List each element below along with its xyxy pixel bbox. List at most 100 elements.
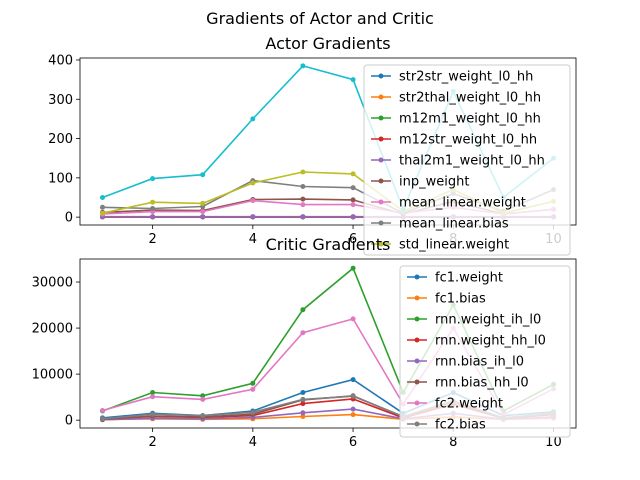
critic-legend-label: fc1.bias	[435, 292, 486, 307]
actor-legend-marker	[378, 115, 384, 121]
critic-chart-title: Critic Gradients	[266, 235, 391, 254]
critic-data-point	[150, 411, 156, 417]
actor-data-point	[100, 210, 105, 216]
actor-data-point	[250, 214, 256, 220]
actor-legend-entry: mean_linear.weight	[371, 196, 526, 211]
critic-data-point	[300, 390, 306, 395]
critic-legend-label: rnn.bias_ih_l0	[435, 355, 524, 370]
actor-data-point	[250, 116, 256, 122]
critic-data-point	[200, 393, 206, 399]
actor-legend-marker	[378, 199, 384, 205]
actor-data-point	[150, 199, 156, 205]
actor-data-point	[100, 195, 105, 200]
actor-axes-frame	[79, 57, 577, 226]
critic-x-tick-label: 6	[349, 435, 357, 450]
critic-chart: 2 4 6 8 10 0 10000 20000 30000 fc1.weight fc1.bia…	[32, 235, 577, 450]
actor-legend-label: mean_linear.bias	[399, 217, 509, 232]
critic-y-tick-label: 0	[65, 414, 73, 429]
critic-x-tick-label: 2	[149, 435, 157, 450]
actor-data-point	[350, 214, 356, 220]
actor-legend-label: m12m1_weight_l0_hh	[399, 112, 541, 127]
critic-legend-entry: rnn.weight_hh_l0	[407, 334, 546, 349]
critic-y-tick-label: 20000	[32, 322, 73, 337]
critic-legend-marker	[414, 274, 420, 280]
actor-legend-entry: str2str_weight_l0_hh	[371, 70, 533, 85]
actor-x-tick-label: 6	[349, 232, 357, 247]
critic-legend-label: fc2.weight	[435, 397, 503, 412]
critic-legend-entry: rnn.bias_hh_l0	[407, 376, 529, 391]
actor-y-tick-label: 300	[48, 93, 73, 108]
actor-legend-entry: inp_weight	[371, 175, 469, 190]
critic-legend-marker	[414, 358, 420, 364]
critic-x-tick-label: 10	[545, 435, 562, 450]
critic-legend-label: rnn.bias_hh_l0	[435, 376, 529, 391]
critic-data-point	[350, 316, 356, 322]
actor-chart-title: Actor Gradients	[265, 34, 390, 53]
critic-legend-frame	[399, 265, 571, 438]
actor-legend-marker	[378, 94, 384, 100]
actor-legend-label: inp_weight	[399, 175, 469, 190]
critic-legend-label: fc1.weight	[435, 271, 503, 286]
critic-data-point	[350, 412, 356, 418]
actor-data-point	[300, 214, 306, 220]
actor-y-tick-label: 400	[48, 53, 73, 68]
critic-x-tick-label: 4	[249, 435, 257, 450]
actor-legend-label: thal2m1_weight_l0_hh	[399, 154, 545, 169]
actor-data-point	[300, 169, 306, 175]
critic-data-point	[350, 265, 356, 271]
actor-legend-marker	[378, 136, 384, 142]
critic-data-point	[100, 416, 105, 422]
critic-y-tick-label: 30000	[32, 276, 73, 291]
actor-x-tick-label: 2	[149, 232, 157, 247]
actor-y-tick-label: 100	[48, 171, 73, 186]
critic-data-point	[350, 406, 356, 412]
critic-legend-label: fc2.bias	[435, 418, 486, 433]
critic-legend-entry: fc1.weight	[407, 271, 503, 286]
critic-data-point	[200, 396, 206, 402]
critic-data-point	[250, 380, 256, 386]
critic-legend-marker	[414, 400, 420, 406]
critic-data-point	[350, 393, 356, 399]
critic-legend-marker	[414, 316, 420, 322]
actor-legend-label: str2str_weight_l0_hh	[399, 70, 533, 85]
actor-data-point	[350, 171, 356, 177]
critic-y-tick-label: 10000	[32, 368, 73, 383]
critic-data-point	[350, 377, 356, 383]
critic-legend-marker	[414, 337, 420, 343]
actor-legend: str2str_weight_l0_hh str2thal_weight_l0_h…	[363, 64, 571, 256]
figure-suptitle: Gradients of Actor and Critic	[206, 9, 434, 28]
critic-legend-marker	[414, 421, 420, 427]
actor-x-tick-label: 4	[249, 232, 257, 247]
actor-legend-entry: std_linear.weight	[371, 238, 509, 253]
actor-data-point	[350, 185, 356, 191]
critic-legend-marker	[414, 295, 420, 301]
actor-data-point	[150, 176, 156, 182]
actor-data-point	[200, 200, 206, 206]
critic-data-point	[150, 394, 156, 400]
actor-data-point	[200, 214, 206, 220]
critic-legend-entry: rnn.bias_ih_l0	[407, 355, 524, 370]
actor-data-point	[250, 180, 256, 186]
critic-data-point	[100, 408, 105, 413]
critic-legend-entry: fc2.weight	[407, 397, 503, 412]
actor-data-point	[200, 172, 206, 178]
actor-legend-entry: m12str_weight_l0_hh	[371, 133, 537, 148]
critic-data-point	[300, 401, 306, 407]
actor-legend-label: mean_linear.weight	[399, 196, 526, 211]
critic-legend-entry: rnn.weight_ih_l0	[407, 313, 541, 328]
actor-legend-entry: thal2m1_weight_l0_hh	[371, 154, 545, 169]
actor-legend-frame	[363, 64, 571, 256]
critic-data-point	[150, 390, 156, 395]
critic-legend-entry: fc1.bias	[407, 292, 486, 307]
actor-legend-entry: str2thal_weight_l0_hh	[371, 91, 541, 106]
actor-legend-label: str2thal_weight_l0_hh	[399, 91, 541, 106]
critic-axes-frame	[79, 258, 577, 429]
actor-data-point	[150, 214, 156, 220]
actor-data-point	[200, 209, 206, 215]
actor-legend-marker	[378, 178, 384, 184]
actor-data-point	[300, 196, 306, 202]
actor-data-point	[350, 77, 356, 83]
actor-data-point	[350, 197, 356, 203]
actor-data-point	[350, 202, 356, 208]
